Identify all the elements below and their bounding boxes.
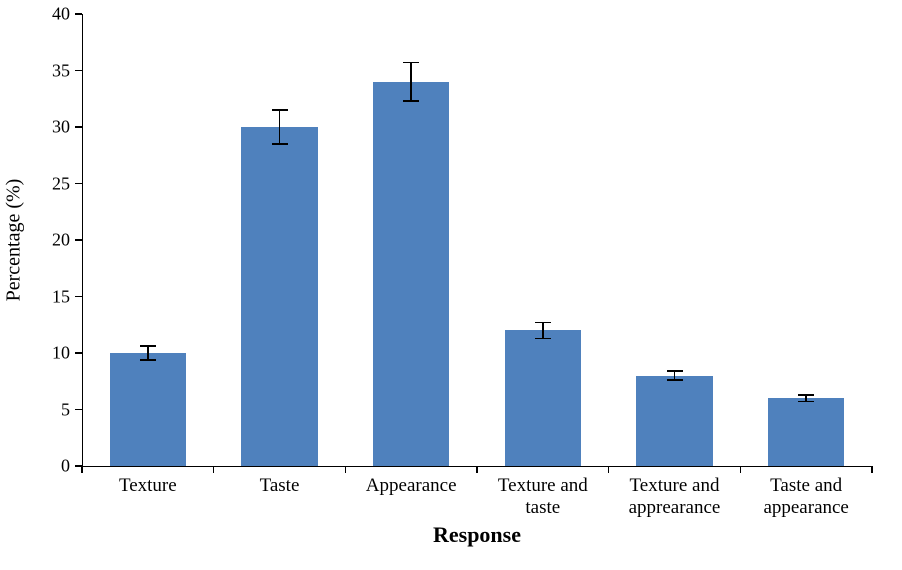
error-cap (798, 401, 814, 403)
x-tick-label: Taste (214, 475, 346, 497)
error-bar (542, 322, 544, 338)
y-tick-mark (75, 296, 82, 298)
bar (241, 127, 317, 466)
y-tick-labels: 0510152025303540 (0, 14, 70, 466)
error-cap (535, 338, 551, 340)
y-tick-mark (75, 70, 82, 72)
error-cap (667, 370, 683, 372)
y-tick-label: 5 (2, 399, 70, 420)
error-cap (272, 109, 288, 111)
x-tick-mark (608, 466, 610, 473)
x-tick-label: Taste and appearance (740, 475, 872, 519)
x-tick-mark (213, 466, 215, 473)
x-tick-mark (81, 466, 83, 473)
error-cap (403, 62, 419, 64)
error-cap (140, 359, 156, 361)
error-cap (403, 100, 419, 102)
error-cap (140, 345, 156, 347)
y-tick-mark (75, 126, 82, 128)
bar (110, 353, 186, 466)
y-tick-mark (75, 13, 82, 15)
x-tick-mark (871, 466, 873, 473)
x-tick-mark (345, 466, 347, 473)
bar (636, 376, 712, 466)
y-tick-label: 30 (2, 117, 70, 138)
bar (505, 330, 581, 466)
bar (373, 82, 449, 466)
y-tick-mark (75, 352, 82, 354)
error-cap (535, 322, 551, 324)
bar (768, 398, 844, 466)
y-tick-mark (75, 239, 82, 241)
error-cap (667, 379, 683, 381)
y-tick-label: 10 (2, 343, 70, 364)
y-tick-label: 15 (2, 286, 70, 307)
y-tick-label: 40 (2, 4, 70, 25)
error-bar (410, 63, 412, 101)
error-cap (798, 394, 814, 396)
bar-chart: Percentage (%) 0510152025303540 TextureT… (0, 0, 902, 570)
error-bar (147, 346, 149, 360)
y-tick-mark (75, 183, 82, 185)
x-tick-label: Texture (82, 475, 214, 497)
x-tick-mark (476, 466, 478, 473)
x-tick-label: Texture and taste (477, 475, 609, 519)
error-bar (279, 110, 281, 144)
x-axis-title: Response (82, 522, 872, 548)
y-tick-label: 0 (2, 456, 70, 477)
bars-layer (82, 14, 872, 466)
y-tick-label: 35 (2, 60, 70, 81)
x-tick-label: Texture and apprearance (609, 475, 741, 519)
y-tick-label: 20 (2, 230, 70, 251)
x-tick-label: Appearance (345, 475, 477, 497)
y-tick-label: 25 (2, 173, 70, 194)
y-tick-mark (75, 409, 82, 411)
error-cap (272, 143, 288, 145)
x-tick-mark (740, 466, 742, 473)
y-tick-marks (75, 14, 82, 466)
